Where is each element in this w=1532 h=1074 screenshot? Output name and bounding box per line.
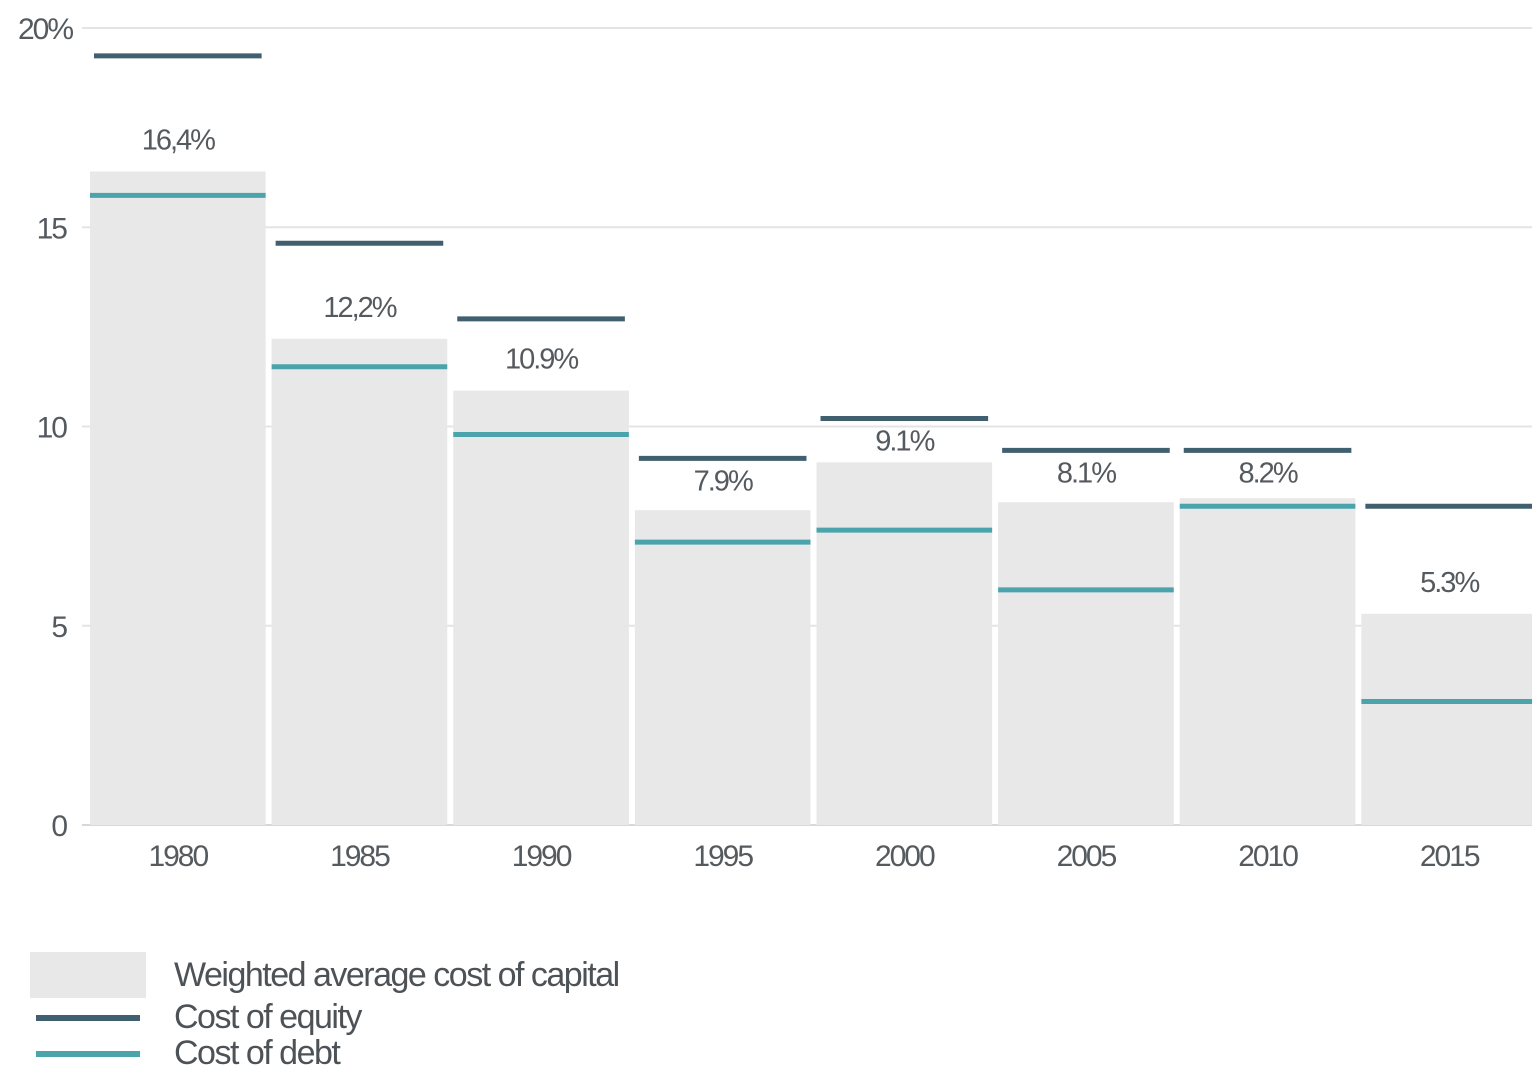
equity-lines [94,53,1532,509]
wacc-bar [271,338,448,825]
wacc-value-label: 16,4% [142,124,215,156]
legend-label-wacc: Weighted average cost of capital [174,955,620,994]
y-tick-label: 0 [51,810,67,843]
legend-item-debt: Cost of debt [30,1034,341,1073]
wacc-value-label: 8.2% [1239,457,1298,489]
wacc-value-label: 10.9% [505,344,578,376]
wacc-bar [998,502,1174,825]
wacc-bar [634,510,811,825]
value-labels: 16,4% 12,2% 10.9% 7.9% 9.1% 8.1% 8.2% 5.3% [142,124,1482,599]
x-tick-label: 2015 [1420,840,1480,873]
x-tick-label: 2010 [1238,840,1298,873]
x-tick-label: 2005 [1057,840,1117,873]
wacc-bar [453,390,629,825]
wacc-value-label: 9.1% [875,426,934,458]
x-axis-labels: 1980 1985 1990 1995 2000 2005 2010 2015 [148,840,1481,873]
legend-label-equity: Cost of equity [174,998,362,1036]
legend-label-debt: Cost of debt [174,1034,341,1072]
wacc-value-label: 12,2% [323,292,396,324]
wacc-bar [90,171,266,825]
legend-item-wacc: Weighted average cost of capital [30,952,620,998]
y-tick-label: 20% [18,13,73,46]
legend-swatch-debt [36,1050,140,1057]
x-tick-label: 1990 [512,840,572,873]
y-tick-label: 5 [51,611,67,644]
wacc-bars [90,171,1532,825]
legend-item-equity: Cost of equity [30,998,362,1037]
x-tick-label: 2000 [875,840,935,873]
x-tick-label: 1995 [693,840,753,873]
wacc-bar [1361,613,1532,825]
y-axis-labels: 0 5 10 15 20% [18,13,75,843]
y-tick-label: 15 [37,212,68,245]
wacc-bar [816,462,993,825]
wacc-value-label: 7.9% [694,465,753,497]
y-tick-label: 10 [37,412,68,445]
wacc-value-label: 5.3% [1420,567,1479,599]
chart: 0 5 10 15 20% 1980 1985 1990 1995 2000 2005 2010 20… [18,13,1532,873]
legend-swatch-wacc [30,952,146,998]
wacc-value-label: 8.1% [1057,457,1116,489]
x-tick-label: 1980 [148,840,208,873]
wacc-bar [1179,498,1356,825]
x-tick-label: 1985 [330,840,390,873]
debt-lines [90,192,1532,704]
legend-swatch-equity [36,1014,140,1021]
